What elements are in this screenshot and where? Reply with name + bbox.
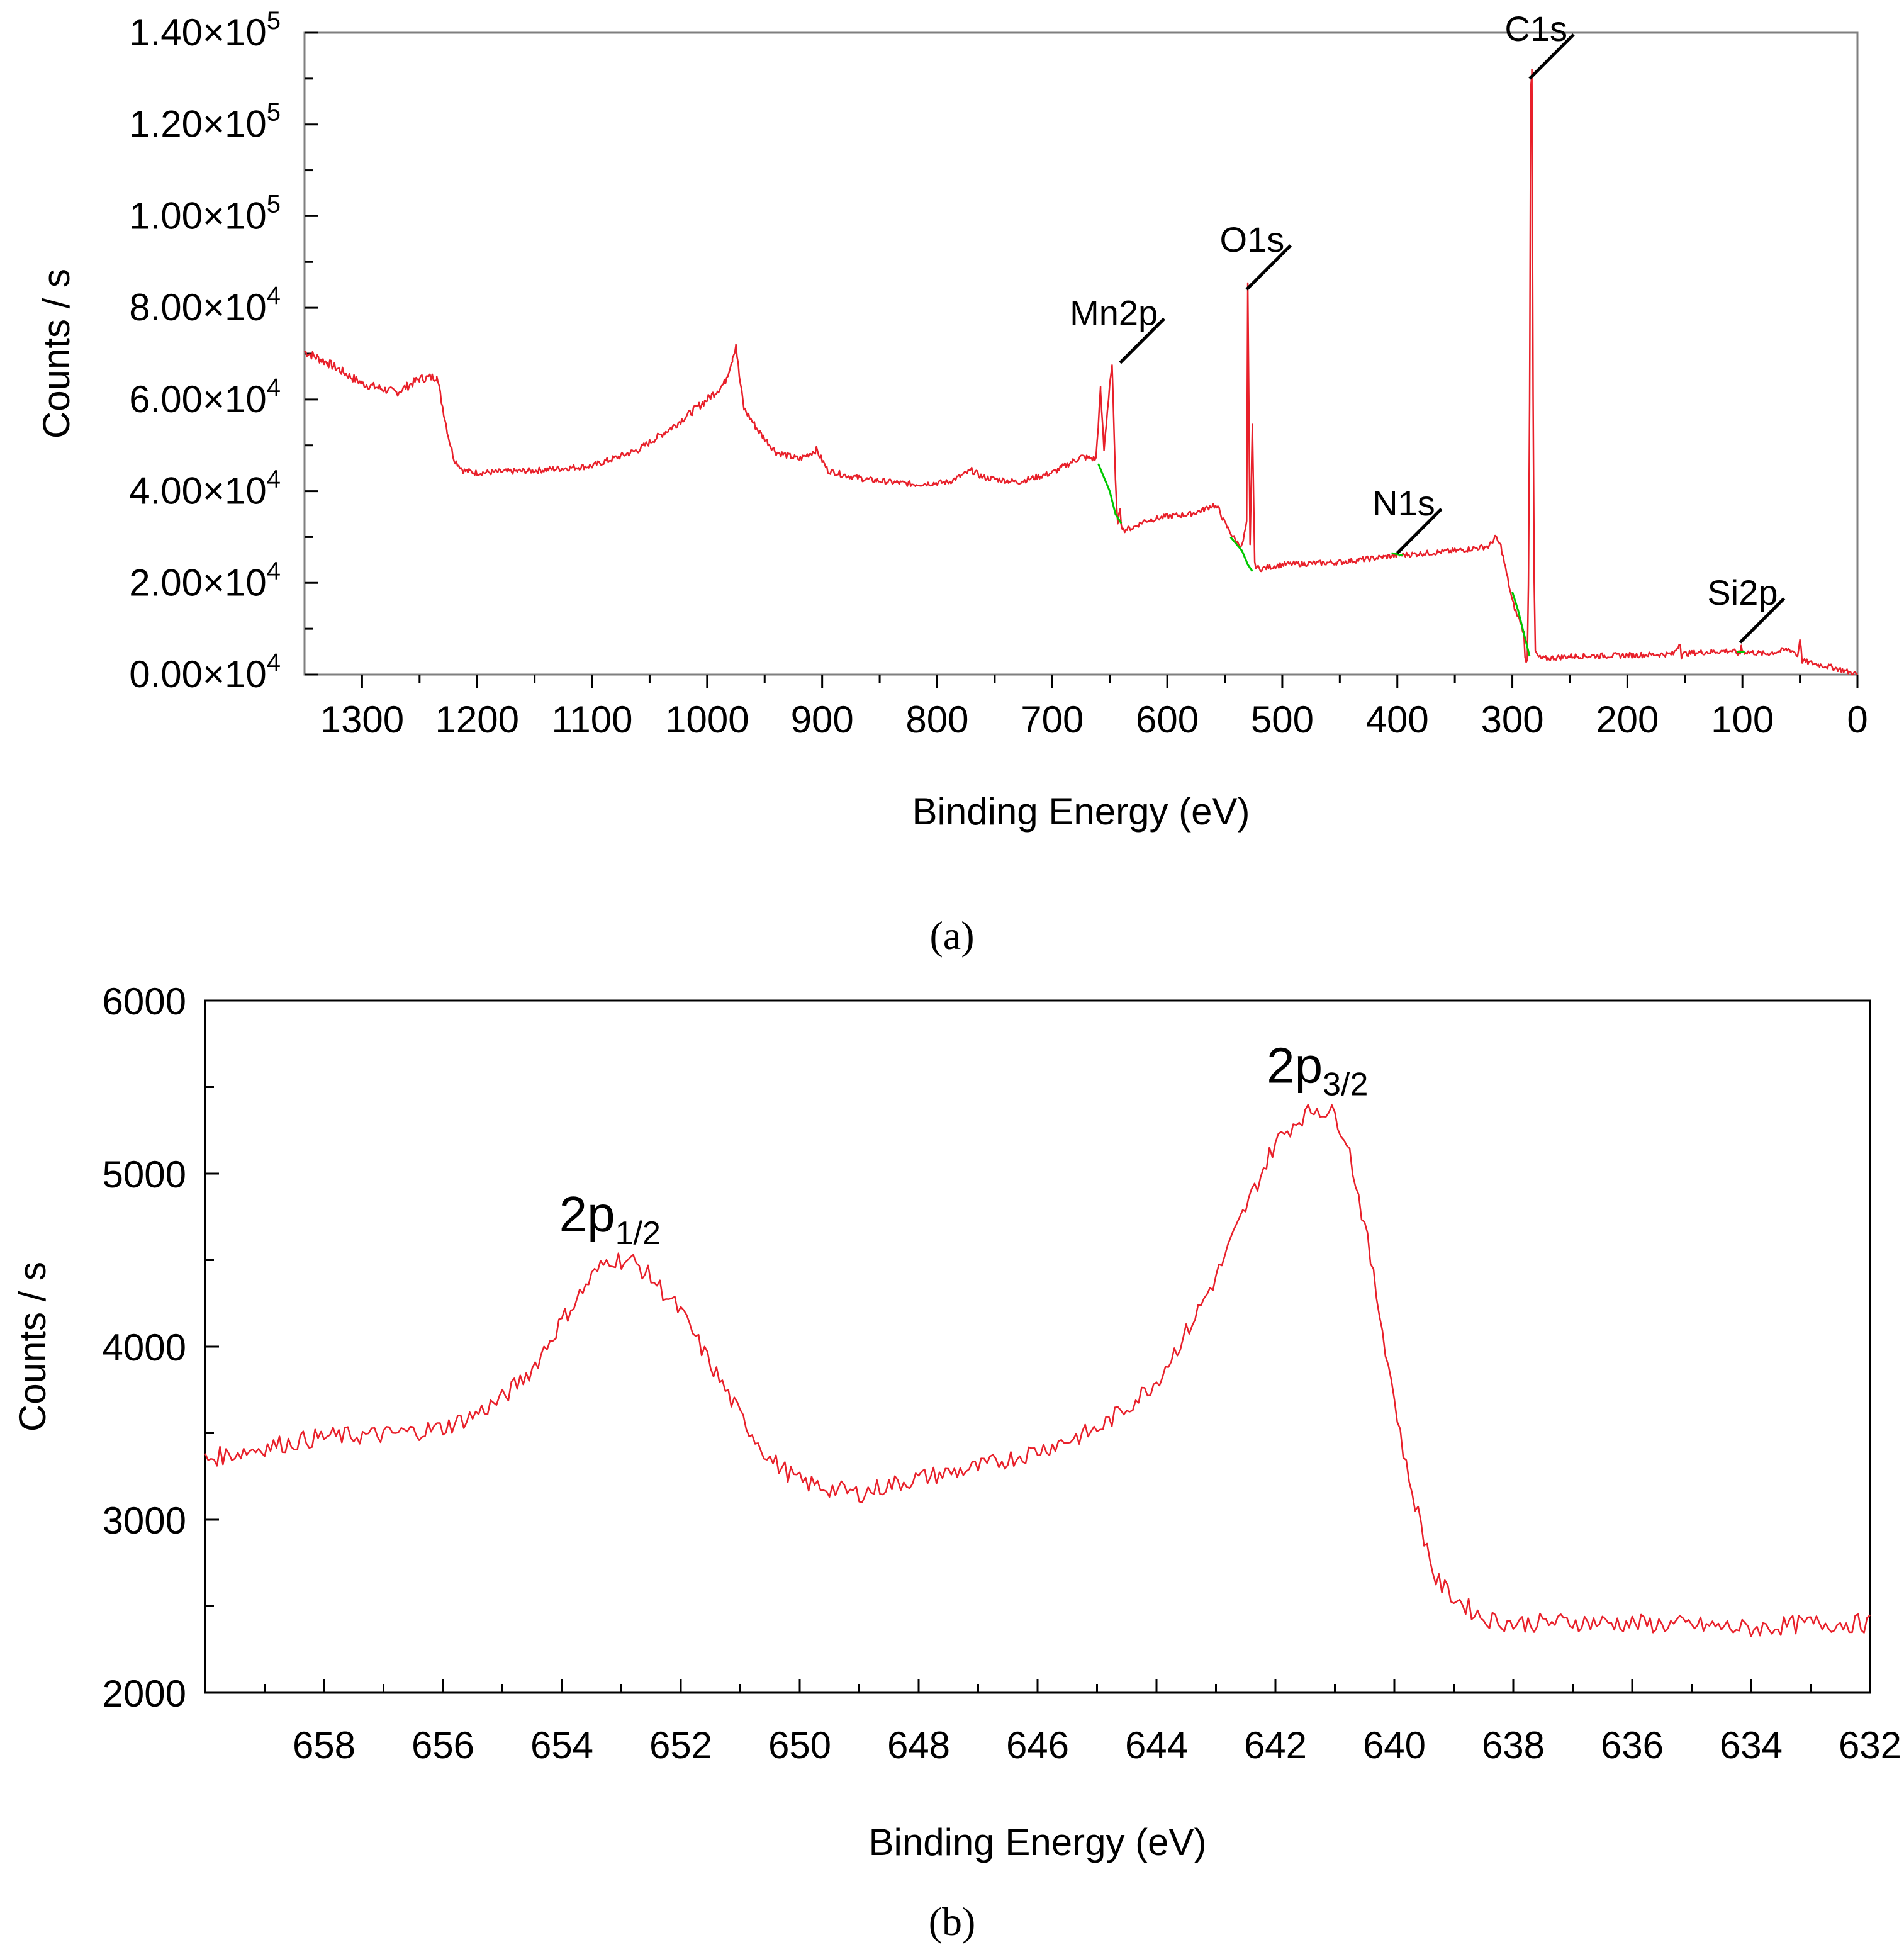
x-tick-label-a: 700 [1021,698,1084,741]
peak-marker-line [1119,317,1165,364]
mn2p-series-line [204,1104,1871,1637]
y-tick-times-a: ×10 [203,286,267,328]
y-tick-exponent-a: 5 [267,99,281,126]
peak-label-a: C1s [1504,9,1567,48]
y-tick-mantissa-a: 2.00 [129,561,203,603]
y-tick-exponent-a: 4 [267,374,281,401]
x-tick-label-b: 640 [1363,1724,1426,1766]
peak-label-a: N1s [1372,483,1435,523]
x-tick-label-a: 1200 [435,698,518,741]
x-tick-label-a: 400 [1366,698,1429,741]
x-tick-label-b: 650 [768,1724,831,1766]
x-tick-label-b: 648 [887,1724,950,1766]
y-tick-mantissa-a: 1.20 [129,103,203,145]
peak-background-line [1229,536,1253,572]
peak-background-line [1097,463,1123,524]
y-tick-label-a: 4.00×104 [129,466,281,512]
x-tick-label-b: 638 [1482,1724,1545,1766]
peak-marker-line [1245,244,1292,291]
x-tick-label-b: 654 [530,1724,593,1766]
x-axis-title-a: Binding Energy (eV) [912,790,1250,833]
plot-frame-b [204,999,1871,1694]
y-tick-times-a: ×10 [203,11,267,53]
y-axis-title-b: Counts / s [11,1262,53,1432]
plot-frame-a [303,31,1859,676]
y-tick-exponent-a: 5 [267,190,281,218]
x-tick-label-a: 800 [905,698,968,741]
peak-label-a: Si2p [1707,573,1778,612]
x-tick-label-b: 656 [412,1724,474,1766]
y-tick-label-a: 6.00×104 [129,374,281,420]
peak-label-base: 2p [559,1186,615,1242]
y-tick-label-a: 2.00×104 [129,557,281,603]
x-tick-label-a: 1000 [665,698,749,741]
peak-background-line [1511,592,1531,657]
peak-label-a: O1s [1220,220,1285,259]
peak-marker-line [1739,597,1786,644]
y-tick-label-a: 1.00×105 [129,190,281,237]
y-tick-times-a: ×10 [203,378,267,420]
survey-series-line [303,69,1858,676]
x-tick-label-b: 646 [1006,1724,1069,1766]
y-tick-times-a: ×10 [203,194,267,237]
y-tick-label-a: 0.00×104 [129,649,281,695]
y-axis-title-a: Counts / s [35,269,77,439]
peak-marker-line [1396,508,1443,554]
y-tick-label-a: 8.00×104 [129,282,281,328]
y-tick-exponent-a: 5 [267,7,281,35]
x-tick-label-a: 600 [1136,698,1199,741]
x-tick-label-b: 632 [1839,1724,1901,1766]
x-tick-label-a: 100 [1711,698,1774,741]
peak-marker-line [1528,33,1575,80]
x-tick-label-b: 634 [1720,1724,1783,1766]
peak-label-a: Mn2p [1070,293,1158,333]
y-tick-mantissa-a: 6.00 [129,378,203,420]
x-tick-label-b: 642 [1244,1724,1307,1766]
peak-background-line [1391,552,1404,557]
y-tick-label-b: 2000 [103,1673,186,1715]
peak-label-subscript: 1/2 [615,1215,661,1252]
x-tick-label-a: 200 [1596,698,1659,741]
y-tick-exponent-a: 4 [267,466,281,493]
x-tick-label-a: 500 [1251,698,1314,741]
peak-label-b: 2p3/2 [1267,1038,1368,1103]
y-tick-mantissa-a: 0.00 [129,653,203,695]
y-tick-times-a: ×10 [203,653,267,695]
y-tick-times-a: ×10 [203,561,267,603]
y-tick-label-a: 1.40×105 [129,7,281,53]
x-tick-label-b: 658 [293,1724,356,1766]
y-tick-label-b: 4000 [103,1327,186,1369]
peak-label-subscript: 3/2 [1323,1067,1368,1103]
x-tick-label-b: 636 [1601,1724,1664,1766]
x-tick-label-b: 652 [649,1724,712,1766]
y-tick-label-b: 6000 [103,980,186,1023]
chart-b: 2000 3000 4000 5000 6000 658 656 654 652 650 648 64… [11,980,1901,1944]
chart-a: 0.00×1042.00×1044.00×1046.00×1048.00×104… [35,7,1868,958]
y-tick-mantissa-a: 1.40 [129,11,203,53]
y-tick-times-a: ×10 [203,103,267,145]
y-tick-mantissa-a: 1.00 [129,194,203,237]
y-tick-label-b: 3000 [103,1500,186,1542]
x-tick-label-a: 900 [791,698,854,741]
x-tick-label-b: 644 [1125,1724,1188,1766]
x-tick-label-a: 300 [1481,698,1544,741]
y-tick-label-b: 5000 [103,1153,186,1196]
panel-label-b: (b) [929,1899,976,1944]
y-tick-exponent-a: 4 [267,282,281,310]
peak-label-base: 2p [1267,1038,1323,1094]
y-tick-times-a: ×10 [203,470,267,512]
x-tick-label-a: 0 [1847,698,1868,741]
x-tick-label-a: 1300 [320,698,404,741]
panel-label-a: (a) [929,913,974,958]
y-tick-mantissa-a: 8.00 [129,286,203,328]
y-tick-exponent-a: 4 [267,557,281,585]
y-tick-label-a: 1.20×105 [129,99,281,145]
x-tick-label-a: 1100 [552,698,633,741]
y-tick-exponent-a: 4 [267,649,281,676]
peak-label-b: 2p1/2 [559,1186,661,1252]
x-axis-title-b: Binding Energy (eV) [869,1821,1207,1863]
y-tick-mantissa-a: 4.00 [129,470,203,512]
